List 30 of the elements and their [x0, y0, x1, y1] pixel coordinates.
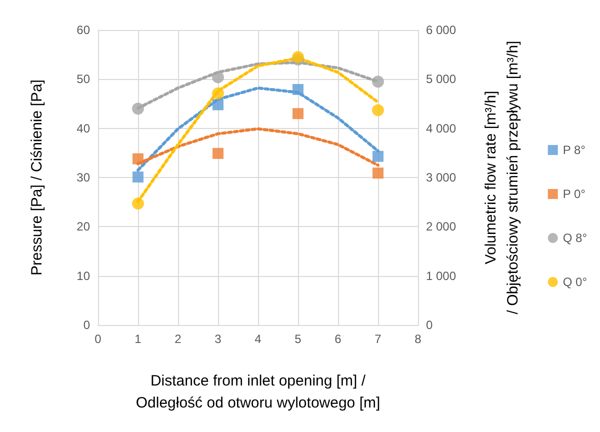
- y-tick-label: 10: [76, 268, 90, 283]
- legend-label: Q 8°: [562, 231, 588, 245]
- y-tick-label: 30: [76, 170, 90, 184]
- y-tick-label: 0: [83, 318, 90, 332]
- x-tick-label: 7: [374, 332, 382, 346]
- x-tick-label: 6: [334, 332, 342, 346]
- legend-label: P 8°: [562, 143, 586, 157]
- x-tick-label: 3: [214, 332, 222, 346]
- legend-label: Q 0°: [562, 275, 588, 289]
- y2-tick-label: 2 000: [426, 220, 456, 234]
- y2-axis-title: Volumetric flow rate [m³/h] / Objętościowy strumień przepływu [m³/h]: [482, 40, 522, 314]
- y2-tick-label: 6 000: [426, 23, 456, 37]
- y-tick-label: 40: [76, 121, 90, 136]
- x-tick-label: 5: [294, 332, 302, 346]
- y2-tick-label: 1 000: [426, 268, 456, 283]
- legend-label: P 0°: [562, 187, 586, 201]
- y2-tick-label: 4 000: [426, 121, 456, 136]
- x-tick-label: 8: [414, 332, 422, 346]
- y2-tick-label: 3 000: [426, 170, 456, 184]
- x-tick-label: 4: [254, 332, 262, 346]
- x-axis-title: Distance from inlet opening [m] / Odległość od otworu wylotowego [m]: [136, 372, 380, 412]
- x-tick-label: 2: [174, 332, 182, 346]
- y-tick-label: 60: [76, 23, 90, 37]
- y-tick-label: 20: [76, 220, 90, 234]
- y2-tick-label: 5 000: [426, 72, 456, 86]
- x-tick-label: 1: [134, 332, 142, 346]
- y2-tick-label: 0: [426, 318, 433, 332]
- x-tick-label: 0: [94, 332, 102, 346]
- y-tick-label: 50: [76, 72, 90, 86]
- y-axis-title: Pressure [Pa] / Ciśnienie [Pa]: [28, 80, 46, 276]
